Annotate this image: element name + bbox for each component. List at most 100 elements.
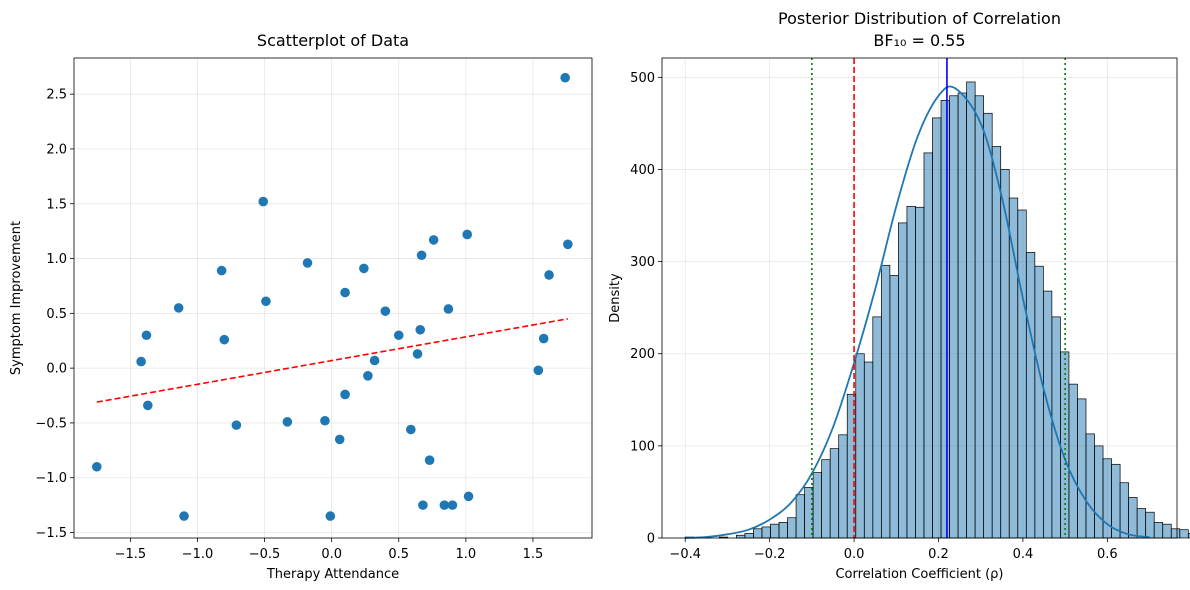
y-tick-label: 200 [630, 347, 655, 362]
kde-curve [685, 85, 1150, 539]
data-point [462, 229, 472, 240]
data-point [179, 511, 189, 521]
histogram-bar [744, 533, 754, 539]
histogram-bar [940, 100, 950, 539]
x-tick-label: 1.5 [523, 547, 544, 562]
x-axis-label: Therapy Attendance [266, 567, 399, 582]
data-point [560, 72, 570, 83]
chart-subtitle: BF₁₀ = 0.55 [873, 31, 965, 50]
plot-frame [73, 57, 593, 539]
data-point [533, 365, 544, 376]
data-point [369, 355, 380, 366]
chart-title: Scatterplot of Data [257, 31, 409, 50]
y-tick-label: 2.0 [46, 142, 67, 157]
y-tick-label: −0.5 [35, 416, 67, 431]
histogram-bar [966, 81, 976, 539]
y-tick-label: 1.5 [46, 197, 67, 212]
data-point [538, 333, 549, 344]
histogram-chart: −0.4 −0.2 0.0 0.2 0.4 0.6 0 100 200 300 400 500 Corr… [608, 9, 1190, 582]
histogram-bar [1051, 316, 1061, 539]
data-point [363, 371, 373, 381]
scatter-chart: −1.5 −1.0 −0.5 0.0 0.5 1.0 1.5 −1.5 −1.0 −0.5 0.0 0… [9, 31, 593, 582]
histogram-bar [915, 206, 925, 539]
histogram-bar [821, 459, 831, 539]
x-tick-label: 0.4 [1013, 547, 1034, 562]
histogram-bar [1145, 511, 1155, 539]
y-tick-label: −1.5 [35, 526, 67, 541]
histogram-bar [795, 494, 805, 539]
data-point [393, 330, 404, 341]
histogram-bar [923, 152, 933, 539]
histogram-bar [1068, 383, 1078, 539]
data-point [563, 239, 573, 250]
histogram-bar [974, 95, 985, 539]
x-tick-label: −0.2 [754, 547, 786, 562]
histogram-bar [778, 521, 788, 539]
x-tick-label: −0.5 [249, 547, 281, 562]
histogram-bar [770, 523, 780, 539]
data-point [219, 334, 230, 345]
histogram-bar [872, 316, 882, 539]
histogram-bar [1034, 265, 1044, 539]
y-axis-label: Symptom Improvement [9, 221, 24, 375]
data-point [143, 400, 153, 411]
histogram-bar [736, 534, 746, 539]
x-tick-label: −1.0 [182, 547, 214, 562]
data-point [428, 235, 439, 245]
x-tick-label: −0.4 [669, 547, 701, 562]
y-tick-label: 400 [630, 163, 655, 178]
histogram-bar [812, 472, 822, 539]
histogram-bar [1179, 529, 1189, 539]
histogram-bar [1153, 521, 1164, 539]
data-point [359, 263, 369, 274]
histogram-bar [1170, 528, 1181, 539]
data-point [302, 258, 313, 268]
data-point [418, 500, 428, 510]
data-point [261, 296, 271, 307]
data-point [136, 356, 146, 367]
histogram-bar [1085, 433, 1095, 539]
data-point [282, 417, 293, 427]
y-tick-label: −1.0 [35, 471, 67, 486]
histogram-bar [906, 205, 916, 539]
y-tick-label: 0 [647, 532, 655, 547]
data-point [340, 389, 350, 400]
data-point [439, 500, 450, 510]
histogram-bar [983, 112, 993, 539]
histogram-bar [1094, 445, 1104, 539]
data-point [92, 461, 102, 472]
data-point [320, 415, 330, 426]
histogram-bar [957, 92, 967, 539]
data-point [334, 434, 345, 445]
histogram-bar [761, 526, 771, 539]
x-tick-label: 0.6 [1097, 547, 1118, 562]
y-tick-label: 0.5 [46, 307, 67, 322]
histogram-bar [1025, 252, 1036, 539]
histogram-bar [1017, 209, 1027, 539]
y-tick-label: 0.0 [46, 362, 67, 377]
histogram-bar [932, 117, 942, 539]
histogram-bar [855, 353, 865, 539]
y-tick-label: 1.0 [46, 252, 67, 267]
x-tick-label: −1.5 [115, 547, 147, 562]
data-point [412, 349, 423, 359]
histogram-bar [787, 517, 797, 539]
histogram-bar [1077, 398, 1087, 539]
histogram-bar [1162, 523, 1172, 539]
histogram-bar [1187, 533, 1190, 539]
y-tick-label: 2.5 [46, 88, 67, 103]
x-tick-label: 0.5 [388, 547, 409, 562]
histogram-bar [949, 95, 959, 539]
data-point [325, 511, 336, 521]
data-point [406, 424, 416, 435]
data-point [463, 491, 474, 502]
x-tick-label: 0.0 [321, 547, 342, 562]
histogram-bar [838, 434, 848, 539]
data-point [173, 303, 184, 313]
data-point [231, 420, 242, 430]
y-tick-label: 300 [630, 255, 655, 270]
chart-title: Posterior Distribution of Correlation [778, 9, 1061, 28]
data-point [258, 196, 269, 207]
x-tick-label: 1.0 [456, 547, 477, 562]
histogram-bar [1136, 508, 1147, 539]
